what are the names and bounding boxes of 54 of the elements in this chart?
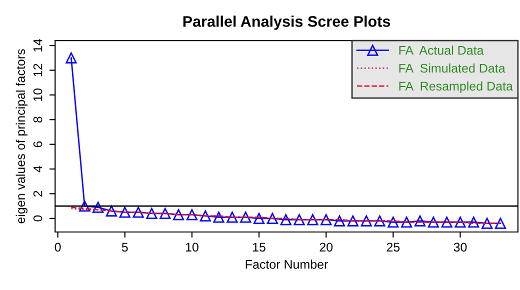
point [160,208,171,220]
point [347,215,358,226]
y-tick-label: 6 [33,141,42,148]
point [240,212,252,223]
legend-label: FA Actual Data [399,46,484,55]
point [106,205,118,217]
y-tick-label: 4 [34,166,42,172]
point [280,214,292,226]
x-tick-label: 5 [122,242,128,252]
x-tick-label: 0 [54,242,61,252]
legend-label: FA Simulated Data [399,64,506,73]
point [414,215,426,226]
point [388,216,399,228]
x-tick-label: 25 [386,242,400,252]
point [200,210,211,222]
point [494,218,506,229]
point [468,216,480,228]
point [441,216,452,228]
point [482,218,493,229]
point [334,215,346,226]
point [454,216,466,228]
point [79,200,90,212]
y-tick-label: 10 [33,88,42,101]
point [119,206,130,218]
y-tick-label: 8 [33,116,42,123]
point [320,214,332,226]
point [266,212,278,224]
point [213,212,224,223]
point [186,209,198,220]
point [428,216,439,228]
y-tick-label: 0 [33,215,42,222]
point [146,208,158,220]
y-axis-title: eigen values of principal factors [16,49,28,224]
point [374,215,386,226]
x-axis-title: Factor Number [246,260,328,269]
x-tick-label: 20 [320,242,333,252]
x-tick-label: 10 [186,242,198,252]
chart-title: Parallel Analysis Scree Plots [183,16,390,30]
point [294,214,305,226]
point [226,212,238,223]
y-tick-label: 12 [33,64,42,76]
x-tick-label: 15 [253,242,266,252]
point [253,212,265,224]
point [360,215,372,226]
point [172,209,184,220]
legend-label: FA Resampled Data [399,81,513,94]
point [132,206,144,218]
point [92,202,104,213]
y-tick-label: 2 [33,190,42,197]
point [66,52,77,64]
point [307,214,318,226]
point [401,216,412,228]
y-tick-label: 14 [34,38,42,52]
x-tick-label: 30 [454,242,467,252]
